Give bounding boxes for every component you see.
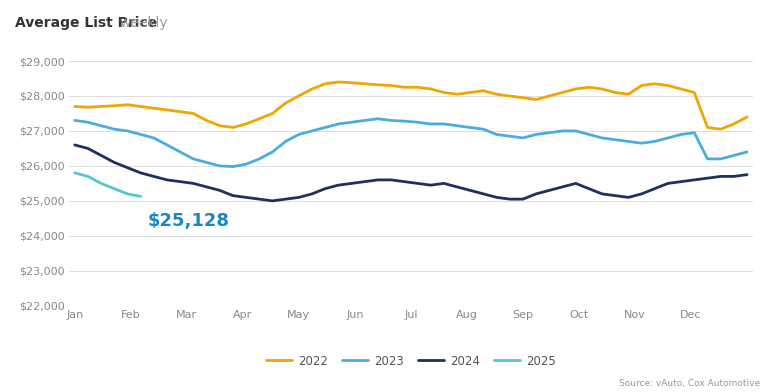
2022 (70, 104, 79, 109)
2022 (439, 90, 449, 95)
2025 (136, 194, 145, 199)
Text: weekly: weekly (119, 16, 167, 30)
2024 (743, 172, 752, 177)
2025 (70, 171, 79, 175)
2023 (373, 116, 382, 121)
2023 (743, 150, 752, 154)
2022 (123, 102, 132, 107)
Line: 2023: 2023 (74, 119, 747, 167)
2023 (320, 125, 329, 130)
2023 (228, 164, 237, 169)
2024 (399, 179, 409, 184)
2023 (123, 129, 132, 133)
2025 (83, 174, 92, 179)
Text: Source: vAuto, Cox Automotive: Source: vAuto, Cox Automotive (619, 379, 760, 388)
2023 (531, 132, 541, 137)
2025 (97, 181, 106, 186)
2025 (123, 192, 132, 196)
Text: $25,128: $25,128 (147, 212, 230, 230)
2023 (505, 134, 515, 138)
2022 (716, 127, 725, 132)
2022 (518, 95, 528, 100)
2024 (492, 195, 502, 200)
2022 (492, 92, 502, 96)
2025 (110, 186, 119, 191)
Line: 2024: 2024 (74, 145, 747, 201)
Line: 2022: 2022 (74, 82, 747, 129)
2024 (518, 197, 528, 201)
2023 (452, 123, 462, 128)
2024 (703, 176, 712, 180)
Text: Average List Price: Average List Price (15, 16, 157, 30)
2024 (268, 198, 277, 203)
2022 (307, 87, 316, 91)
2022 (399, 85, 409, 90)
Line: 2025: 2025 (74, 173, 141, 196)
2023 (70, 118, 79, 123)
Legend: 2022, 2023, 2024, 2025: 2022, 2023, 2024, 2025 (262, 350, 560, 372)
2022 (743, 114, 752, 119)
2023 (413, 120, 422, 125)
2024 (320, 186, 329, 191)
2024 (123, 165, 132, 170)
2024 (70, 143, 79, 147)
2022 (334, 80, 343, 84)
